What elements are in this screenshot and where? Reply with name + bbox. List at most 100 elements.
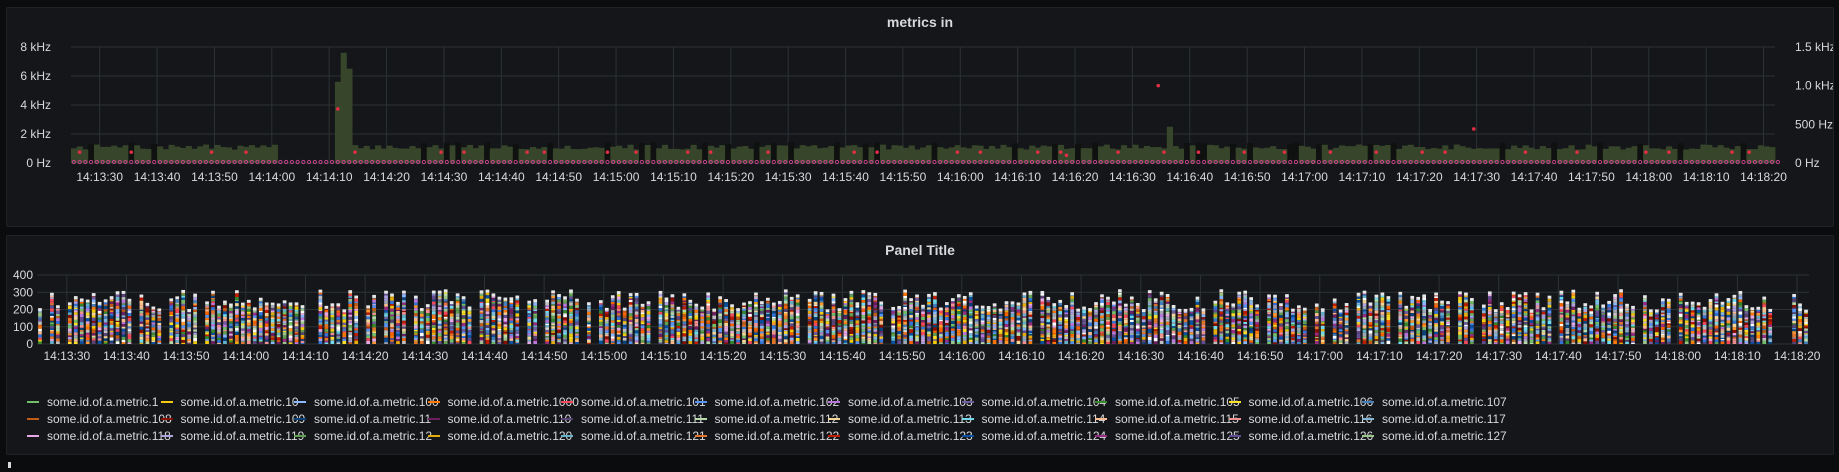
stacked-bar-segment	[1010, 334, 1015, 336]
stacked-bar-segment	[867, 304, 872, 307]
stacked-bar-segment	[515, 309, 520, 311]
stacked-bar-segment	[169, 325, 174, 328]
stacked-bar-segment	[670, 319, 675, 322]
stacked-bar-segment	[837, 311, 842, 312]
stacked-bar-segment	[610, 333, 615, 337]
stacked-bar-segment	[336, 341, 341, 343]
stacked-bar-segment	[1356, 328, 1361, 332]
stacked-bar-segment	[1297, 331, 1301, 334]
bar	[834, 142, 841, 163]
stacked-bar-segment	[479, 333, 484, 335]
stacked-bar-segment	[915, 330, 919, 332]
bar	[730, 148, 737, 163]
stacked-bar-segment	[783, 319, 788, 323]
stacked-bar-segment	[103, 338, 108, 342]
x-axis-tick-label: 14:17:10	[1356, 349, 1403, 363]
stacked-bar-segment	[807, 342, 812, 344]
stacked-bar-segment	[813, 307, 818, 310]
stacked-bar-segment	[1118, 315, 1122, 319]
stacked-bar-segment	[682, 319, 687, 322]
stacked-bar-segment	[712, 334, 717, 338]
stacked-bar-segment	[819, 307, 824, 310]
stacked-bar-segment	[414, 333, 418, 335]
stacked-bar-segment	[282, 314, 287, 317]
y-axis-right-tick-label: 500 Hz	[1795, 117, 1833, 131]
data-point-baseline	[404, 159, 409, 165]
panel-title-metrics-in[interactable]: metrics in	[886, 14, 954, 30]
stacked-bar-segment	[509, 304, 514, 307]
stacked-bar-segment	[1291, 328, 1295, 332]
data-point-baseline	[542, 159, 547, 165]
stacked-bar-segment	[97, 330, 102, 332]
stacked-bar-segment	[682, 336, 687, 340]
stacked-bar-segment	[557, 315, 561, 319]
stacked-bar-segment	[1255, 309, 1259, 312]
stacked-bar-segment	[300, 313, 305, 316]
x-axis-tick-label: 14:14:10	[306, 170, 353, 184]
stacked-bar-segment	[425, 307, 430, 309]
stacked-bar-segment	[169, 322, 174, 326]
stacked-bar-segment	[760, 333, 764, 337]
panel-title-panel-title[interactable]: Panel Title	[885, 242, 955, 258]
stacked-bar-segment	[861, 342, 866, 344]
stacked-bar-segment	[545, 337, 549, 340]
stacked-bar-segment	[795, 331, 800, 333]
stacked-bar-segment	[229, 311, 233, 314]
stacked-bar-segment	[658, 333, 663, 338]
stacked-bar-segment	[479, 341, 484, 344]
data-point-baseline	[834, 159, 840, 165]
bar	[1528, 147, 1535, 163]
stacked-bar-segment	[91, 337, 96, 339]
stacked-bar-segment	[927, 328, 931, 332]
stacked-bar-segment	[1118, 321, 1122, 323]
stacked-bar-segment	[264, 333, 269, 336]
stacked-bar-segment	[1255, 316, 1259, 320]
stacked-bar-segment	[437, 309, 442, 312]
stacked-bar-segment	[1159, 300, 1164, 302]
stacked-bar-segment	[551, 300, 555, 302]
bar	[1597, 142, 1604, 163]
stacked-bar-segment	[998, 342, 1003, 344]
stacked-bar-segment	[1213, 321, 1218, 324]
stacked-bar-segment	[1338, 316, 1343, 318]
data-point-baseline	[1638, 159, 1643, 165]
stacked-bar-segment	[240, 338, 245, 341]
data-point-baseline	[662, 159, 667, 165]
data-point-baseline	[238, 159, 243, 165]
stacked-bar-segment	[819, 318, 824, 321]
x-axis-tick-label: 14:13:50	[191, 170, 238, 184]
stacked-bar-segment	[288, 342, 293, 344]
stacked-bar-segment	[1046, 328, 1051, 330]
x-axis-tick-label: 14:17:20	[1416, 349, 1463, 363]
stacked-bar-segment	[181, 331, 186, 335]
stacked-bar-segment	[366, 319, 370, 323]
stacked-bar-segment	[1231, 322, 1236, 325]
stacked-bar-segment	[551, 328, 555, 330]
stacked-bar-segment	[1320, 331, 1325, 335]
bar	[702, 143, 709, 163]
stacked-bar-segment	[1302, 319, 1307, 322]
stacked-bar-segment	[658, 317, 663, 319]
stacked-bar-segment	[246, 315, 251, 318]
stacked-bar-segment	[1135, 308, 1140, 310]
x-axis-tick-label: 14:18:10	[1683, 170, 1730, 184]
stacked-bar-segment	[1410, 320, 1415, 323]
stacked-bar-segment	[1285, 324, 1289, 326]
stacked-bar-segment	[813, 336, 818, 338]
stacked-bar-segment	[318, 313, 323, 317]
y-axis-right-tick-label: 0 Hz	[1795, 156, 1820, 170]
stacked-bar-segment	[1302, 333, 1307, 335]
data-point-baseline	[1311, 159, 1316, 165]
bar	[541, 147, 548, 163]
stacked-bar-segment	[509, 333, 514, 336]
y-axis-tick-label: 0	[26, 337, 33, 351]
stacked-bar-segment	[91, 303, 96, 307]
stacked-bar-segment	[837, 313, 842, 317]
stacked-bar-segment	[1124, 335, 1128, 338]
stacked-bar-segment	[515, 310, 520, 314]
stacked-bar-segment	[646, 309, 651, 312]
stacked-bar-segment	[694, 338, 699, 342]
stacked-bar-segment	[927, 325, 931, 329]
